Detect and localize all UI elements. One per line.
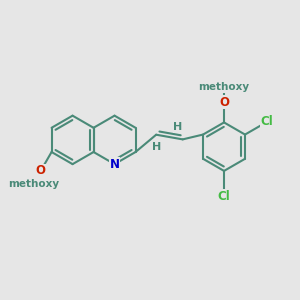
Text: H: H [173, 122, 183, 132]
Text: N: N [110, 158, 119, 171]
Text: O: O [219, 96, 229, 109]
Text: O: O [36, 164, 46, 177]
Text: methoxy: methoxy [8, 178, 59, 188]
Text: H: H [152, 142, 161, 152]
Text: methoxy: methoxy [199, 82, 250, 92]
Text: Cl: Cl [261, 115, 274, 128]
Text: Cl: Cl [218, 190, 230, 203]
